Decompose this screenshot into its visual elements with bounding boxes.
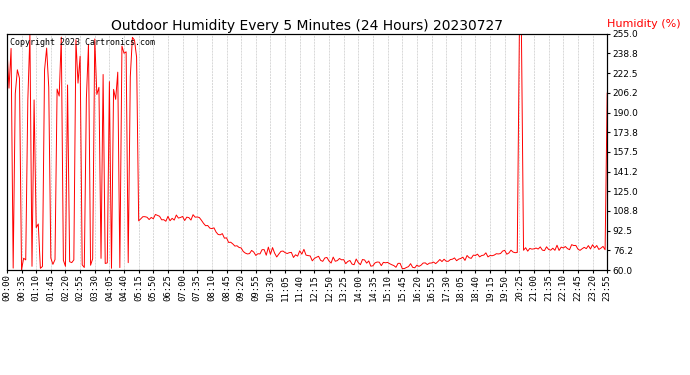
Y-axis label: Humidity (%): Humidity (%) [607,19,681,29]
Title: Outdoor Humidity Every 5 Minutes (24 Hours) 20230727: Outdoor Humidity Every 5 Minutes (24 Hou… [111,19,503,33]
Text: Copyright 2023 Cartronics.com: Copyright 2023 Cartronics.com [10,39,155,48]
